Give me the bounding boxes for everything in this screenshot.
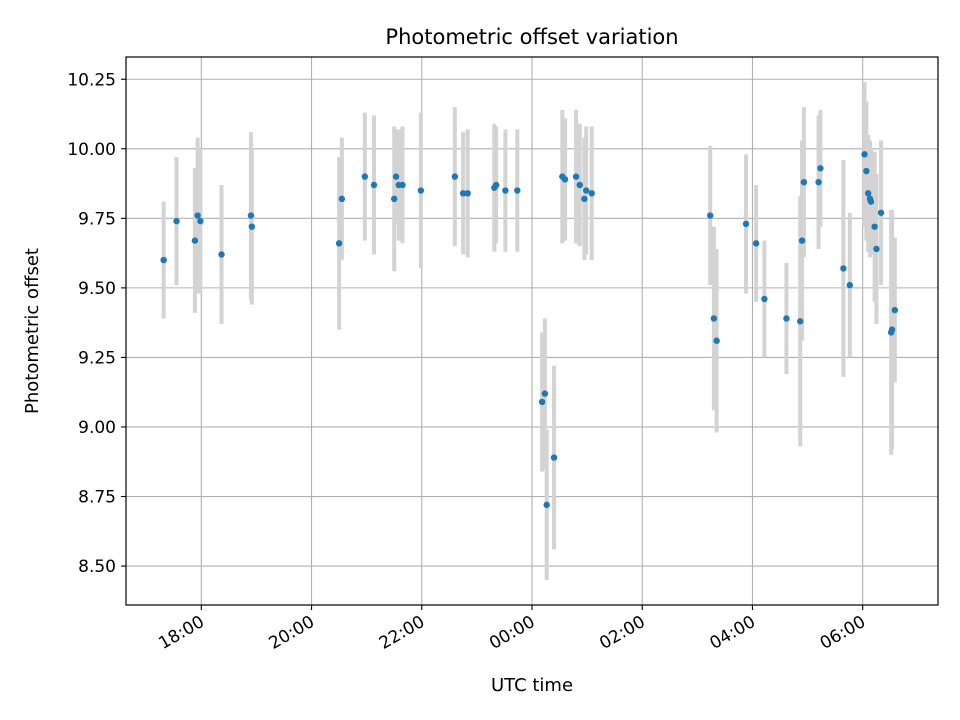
x-axis: 18:00 20:00 22:00 00:00 02:00 04:00 06:00 <box>155 605 869 654</box>
data-point <box>783 315 790 322</box>
data-point <box>752 240 760 247</box>
data-point <box>588 190 595 197</box>
data-point <box>218 251 225 258</box>
y-tick-label: 10.00 <box>67 140 116 160</box>
data-point <box>815 178 822 186</box>
data-point <box>464 190 471 197</box>
x-tick-label: 18:00 <box>155 612 207 654</box>
x-tick-label: 00:00 <box>486 612 538 654</box>
y-axis: 8.50 8.75 9.00 9.25 9.50 9.75 10.00 10.25 <box>67 70 126 577</box>
data-point <box>541 390 549 397</box>
data-point <box>194 212 201 219</box>
data-point <box>191 237 199 244</box>
data-point <box>800 178 808 186</box>
chart-title: Photometric offset variation <box>385 25 678 49</box>
y-tick-label: 8.50 <box>78 557 116 577</box>
x-tick-label: 04:00 <box>707 612 759 654</box>
data-point <box>338 195 346 203</box>
data-point <box>451 173 459 180</box>
data-point <box>572 173 580 180</box>
data-point <box>576 181 583 189</box>
y-tick-label: 9.50 <box>78 279 116 299</box>
data-point <box>492 181 500 189</box>
data-point <box>798 237 806 244</box>
x-tick-label: 02:00 <box>596 612 648 654</box>
data-points <box>160 151 899 509</box>
data-point <box>877 209 885 216</box>
x-axis-title: UTC time <box>491 675 573 696</box>
data-point <box>817 165 824 172</box>
data-point <box>861 151 868 158</box>
data-point <box>370 181 378 189</box>
data-point <box>173 217 180 225</box>
y-tick-label: 9.75 <box>78 209 116 229</box>
data-point <box>538 398 546 406</box>
data-point <box>514 187 521 194</box>
data-point <box>863 167 870 175</box>
data-point <box>582 187 590 194</box>
data-point <box>581 195 588 203</box>
data-point <box>247 212 255 219</box>
data-point <box>742 220 750 228</box>
y-axis-title: Photometric offset <box>22 248 43 414</box>
x-tick-label: 06:00 <box>817 612 869 654</box>
error-bars <box>161 82 897 580</box>
data-point <box>550 454 558 461</box>
data-point <box>543 501 550 509</box>
y-tick-label: 10.25 <box>67 70 116 90</box>
data-point <box>713 337 720 344</box>
data-point <box>840 265 847 272</box>
data-point <box>561 176 569 183</box>
grid <box>126 57 938 605</box>
data-point <box>873 245 880 253</box>
data-point <box>864 190 872 197</box>
data-point <box>459 190 467 197</box>
data-point <box>502 187 509 194</box>
data-point <box>761 295 768 303</box>
y-tick-label: 8.75 <box>78 488 116 508</box>
x-tick-label: 22:00 <box>376 612 428 654</box>
data-point <box>197 217 204 225</box>
data-point <box>392 173 400 180</box>
data-point <box>335 240 343 247</box>
data-point <box>846 281 854 289</box>
data-point <box>706 212 714 219</box>
data-point <box>891 306 899 314</box>
data-point <box>248 223 256 230</box>
data-point <box>417 187 425 194</box>
data-point <box>888 326 896 333</box>
data-point <box>361 173 369 180</box>
y-tick-label: 9.00 <box>78 418 116 438</box>
x-tick-label: 20:00 <box>266 612 318 654</box>
data-point <box>391 195 398 203</box>
data-point <box>160 256 167 264</box>
data-point <box>797 318 804 325</box>
data-point <box>399 181 406 189</box>
data-point <box>867 198 875 205</box>
data-point <box>871 223 878 230</box>
data-point <box>710 315 718 322</box>
y-tick-label: 9.25 <box>78 348 116 368</box>
